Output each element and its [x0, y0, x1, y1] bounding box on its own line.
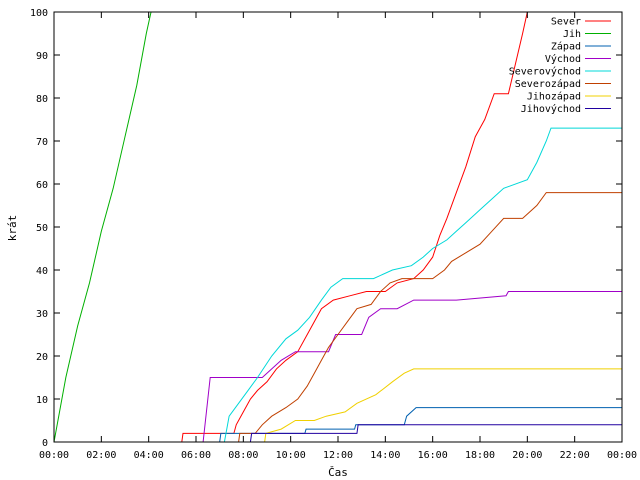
y-tick-label: 50: [36, 223, 48, 234]
axis-ticks: 0 10 20 30 40 50 60 70 80 90 100 00:00 02:00 04:00 06:…: [30, 8, 637, 461]
y-tick-label: 40: [36, 266, 48, 277]
x-tick-label: 16:00: [418, 450, 448, 461]
x-tick-label: 22:00: [560, 450, 590, 461]
series-line-1: [54, 11, 622, 443]
x-axis-title: Čas: [328, 466, 348, 479]
series-line-6: [54, 192, 622, 443]
y-tick-label: 80: [36, 94, 48, 105]
x-tick-label: 00:00: [607, 450, 637, 461]
x-tick-label: 12:00: [323, 450, 353, 461]
y-tick-label: 20: [36, 352, 48, 363]
series-line-3: [54, 407, 622, 443]
series-line-2: [53, 11, 622, 443]
y-tick-label: 10: [36, 395, 48, 406]
x-tick-label: 06:00: [181, 450, 211, 461]
legend: SeverJihZápadVýchodSeverovýchodSeverozáp…: [509, 17, 611, 115]
x-tick-label: 08:00: [228, 450, 258, 461]
x-tick-label: 02:00: [86, 450, 116, 461]
series-line-7: [54, 368, 622, 443]
legend-label: Východ: [545, 53, 581, 65]
y-tick-label: 70: [36, 137, 48, 148]
y-tick-label: 0: [42, 438, 48, 449]
x-tick-label: 14:00: [370, 450, 400, 461]
x-tick-label: 20:00: [512, 450, 542, 461]
y-axis-title: krát: [6, 215, 19, 242]
x-tick-label: 10:00: [276, 450, 306, 461]
legend-label: Severovýchod: [509, 66, 581, 78]
x-tick-label: 00:00: [39, 450, 69, 461]
legend-label: Jihovýchod: [521, 103, 581, 115]
series-line-5: [54, 127, 622, 443]
y-tick-label: 90: [36, 51, 48, 62]
series-line-4: [54, 291, 622, 443]
legend-label: Západ: [551, 41, 581, 53]
legend-label: Jihozápad: [527, 91, 581, 103]
y-tick-label: 30: [36, 309, 48, 320]
y-tick-label: 60: [36, 180, 48, 191]
x-tick-label: 04:00: [134, 450, 164, 461]
x-tick-label: 18:00: [465, 450, 495, 461]
legend-label: Jih: [563, 29, 581, 40]
y-tick-label: 100: [30, 8, 48, 19]
legend-label: Sever: [551, 17, 581, 28]
legend-label: Severozápad: [515, 78, 581, 90]
